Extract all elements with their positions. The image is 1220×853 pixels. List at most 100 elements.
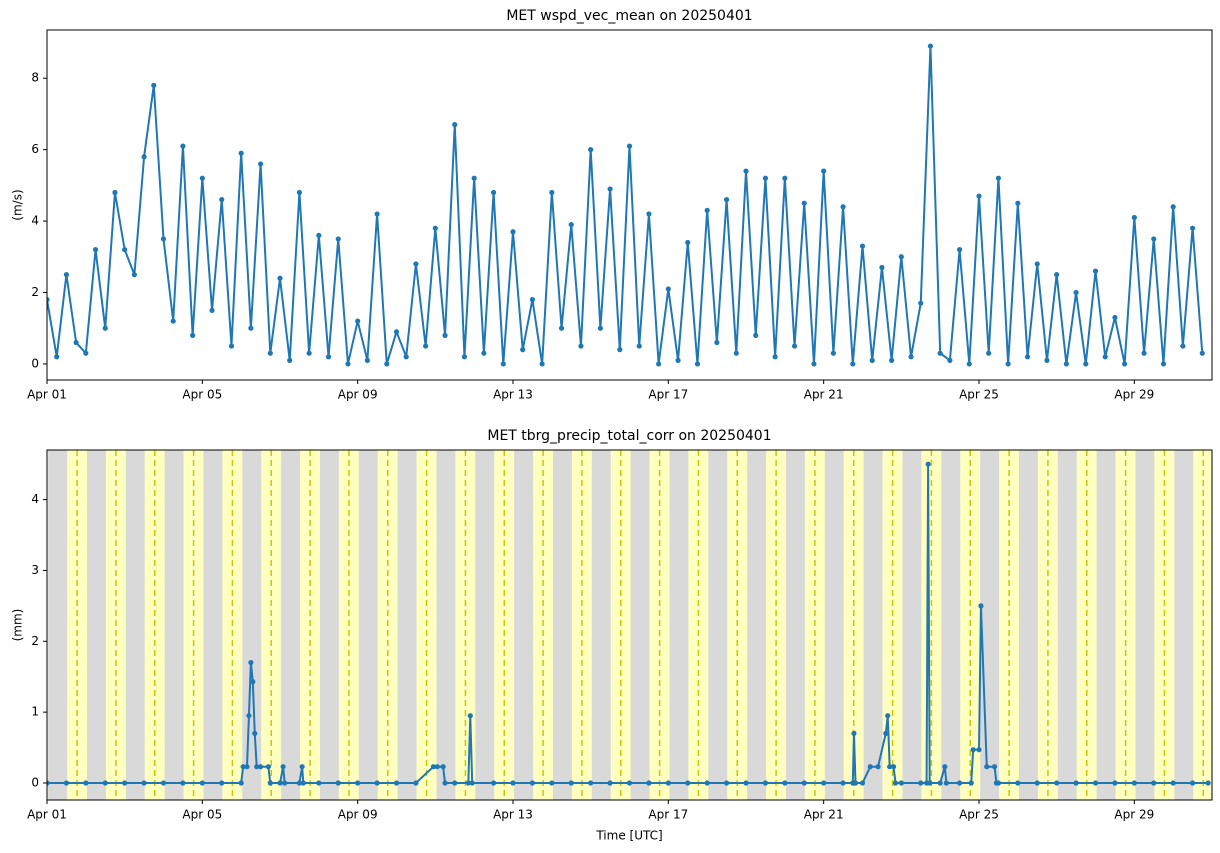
y-tick-label: 0 [31,356,39,370]
data-point [440,764,446,770]
data-point [1131,780,1137,786]
axes-frame [46,449,1213,801]
data-point [403,354,409,360]
data-point [355,780,361,786]
data-point [636,343,642,349]
data-point [374,780,380,786]
data-point [1102,354,1108,360]
data-point [209,307,215,313]
data-point [978,603,984,609]
data-point [675,357,681,363]
data-point [267,350,273,356]
data-point [92,247,99,253]
data-point [549,189,555,196]
data-point [469,780,475,786]
data-point [170,318,176,324]
data-point [112,189,118,196]
data-point [942,764,948,770]
data-point [364,357,370,363]
data-point [325,354,332,360]
data-point [1112,780,1118,786]
x-tick-label: Apr 21 [804,808,844,822]
data-point [1180,343,1186,349]
data-point [1160,361,1167,367]
data-point [685,780,691,786]
data-point [277,780,283,786]
daylight-band [47,450,49,800]
data-point [345,361,351,367]
data-point [393,780,400,786]
data-point [966,361,972,367]
data-point [1092,780,1099,786]
data-point [549,780,555,786]
data-point [452,780,458,786]
data-point [956,247,963,253]
data-point [1189,225,1196,231]
data-point [306,350,312,356]
data-point [772,354,778,360]
data-point [665,780,671,786]
data-point [355,318,361,324]
data-point [1189,780,1196,786]
data-point [927,780,933,786]
data-point [47,780,50,786]
data-point [840,204,846,210]
data-point [423,343,429,349]
data-point [984,764,990,770]
data-point [597,325,603,331]
data-point [937,780,943,786]
data-point [986,350,992,356]
data-point [937,350,943,356]
x-tick-label: Apr 25 [959,808,999,822]
x-tick-label: Apr 01 [27,808,67,822]
data-point [442,332,448,338]
data-point [995,780,1002,786]
data-point [47,297,50,303]
data-point [1073,780,1079,786]
data-point [617,347,623,353]
data-point [280,764,286,770]
data-point [918,300,924,306]
data-point [885,713,891,719]
data-point [83,350,89,356]
data-point [890,764,897,770]
data-point [1073,289,1079,296]
data-point [384,361,390,367]
data-point [510,780,516,786]
data-point [869,357,875,363]
data-point [102,325,108,331]
data-point [160,236,167,242]
data-point [956,780,963,786]
data-point [791,343,798,349]
data-point [830,350,836,356]
data-point [254,764,260,770]
data-point [1151,236,1157,242]
data-point [762,780,769,786]
data-point [840,780,846,786]
data-point [743,168,749,174]
data-point [685,239,691,246]
data-point [122,247,128,253]
data-point [704,207,710,213]
data-point [257,161,264,167]
x-tick-label: Apr 21 [804,388,844,402]
data-point [970,747,976,753]
data-point [1131,214,1137,221]
x-tick-label: Apr 13 [493,808,533,822]
data-point [300,780,306,786]
data-point [898,780,904,786]
data-point [180,780,186,786]
data-point [1151,780,1157,786]
data-point [918,780,924,786]
data-point [1015,780,1021,786]
y-axis-label: (m/s) [11,189,25,220]
data-point [753,332,759,338]
data-point [883,730,889,737]
data-point [335,780,341,786]
data-point [520,347,526,353]
data-point [1083,361,1089,367]
data-point [282,780,288,786]
data-point [393,329,400,335]
data-point [976,747,982,753]
